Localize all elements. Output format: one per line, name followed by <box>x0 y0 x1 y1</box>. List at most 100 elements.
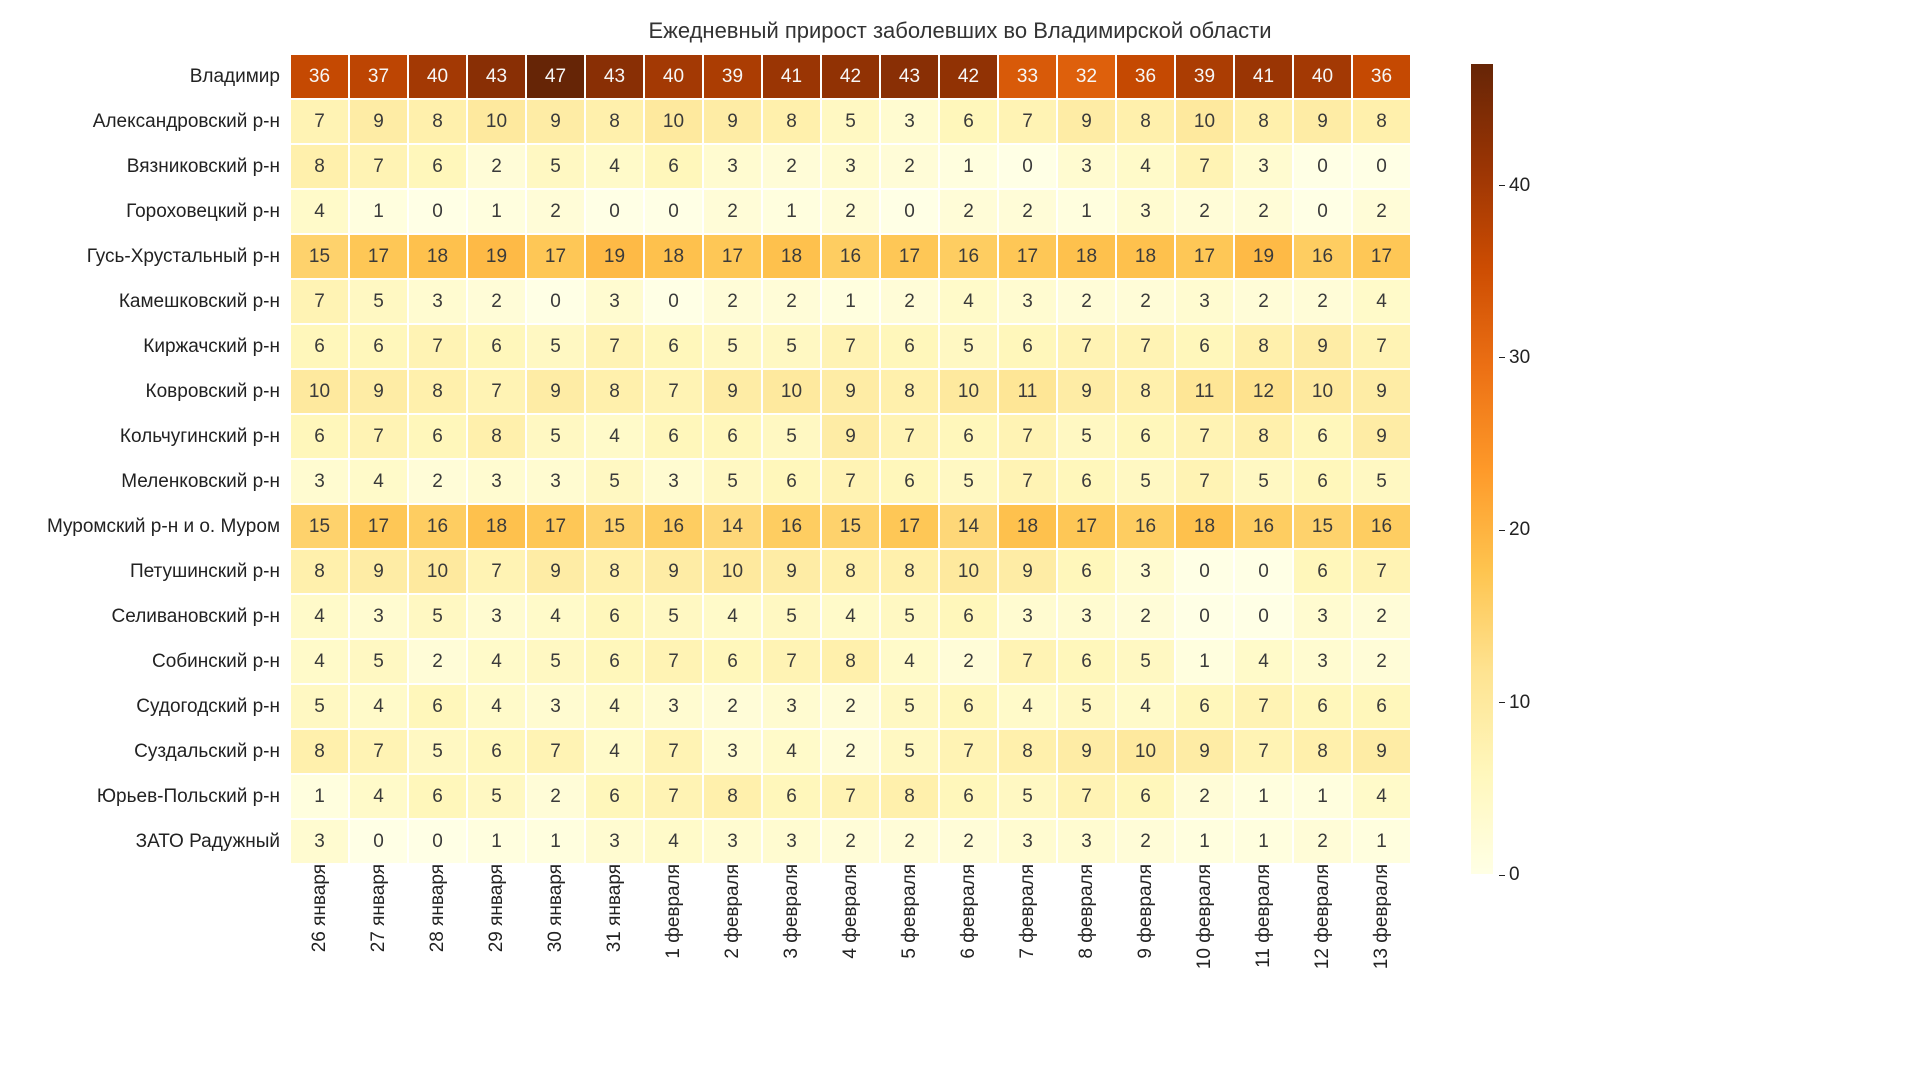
y-axis-label: Собинский р-н <box>20 639 290 684</box>
heatmap-cell: 3 <box>762 684 821 729</box>
heatmap-cell: 9 <box>526 369 585 414</box>
heatmap-cell: 3 <box>585 279 644 324</box>
heatmap-cell: 6 <box>1116 414 1175 459</box>
heatmap-cell: 7 <box>998 99 1057 144</box>
heatmap-cell: 2 <box>1352 189 1411 234</box>
heatmap-cell: 3 <box>1116 189 1175 234</box>
heatmap-cell: 41 <box>1234 54 1293 99</box>
heatmap-cell: 5 <box>939 324 998 369</box>
heatmap-cell: 5 <box>939 459 998 504</box>
heatmap-cell: 8 <box>467 414 526 459</box>
heatmap-cell: 5 <box>408 594 467 639</box>
heatmap-cell: 5 <box>1234 459 1293 504</box>
heatmap-cell: 1 <box>349 189 408 234</box>
heatmap-row: Судогодский р-н5464343232564546766 <box>20 684 1411 729</box>
heatmap-cell: 6 <box>1057 459 1116 504</box>
heatmap-cell: 6 <box>1293 459 1352 504</box>
heatmap-cell: 3 <box>762 819 821 864</box>
heatmap-cell: 16 <box>939 234 998 279</box>
heatmap-cell: 19 <box>1234 234 1293 279</box>
heatmap-cell: 18 <box>644 234 703 279</box>
x-axis-label: 3 февраля <box>762 864 821 975</box>
heatmap-cell: 4 <box>290 594 349 639</box>
heatmap-cell: 4 <box>349 774 408 819</box>
heatmap-cell: 43 <box>467 54 526 99</box>
heatmap-cell: 8 <box>1234 324 1293 369</box>
heatmap-cell: 40 <box>1293 54 1352 99</box>
heatmap-cell: 5 <box>703 324 762 369</box>
heatmap-cell: 8 <box>290 549 349 594</box>
heatmap-cell: 41 <box>762 54 821 99</box>
heatmap-cell: 2 <box>1352 594 1411 639</box>
heatmap-cell: 6 <box>880 324 939 369</box>
heatmap-cell: 7 <box>939 729 998 774</box>
heatmap-cell: 2 <box>880 279 939 324</box>
x-axis-label: 31 января <box>585 864 644 975</box>
heatmap-cell: 9 <box>1057 99 1116 144</box>
heatmap-cell: 6 <box>1293 684 1352 729</box>
heatmap-row: Киржачский р-н6676576557656776897 <box>20 324 1411 369</box>
y-axis-label: Гусь-Хрустальный р-н <box>20 234 290 279</box>
heatmap-cell: 3 <box>1234 144 1293 189</box>
heatmap-cell: 15 <box>290 234 349 279</box>
x-axis-label: 10 февраля <box>1175 864 1234 975</box>
heatmap-cell: 2 <box>762 144 821 189</box>
heatmap-cell: 3 <box>644 684 703 729</box>
heatmap-cell: 33 <box>998 54 1057 99</box>
heatmap-row: Муромский р-н и о. Муром1517161817151614… <box>20 504 1411 549</box>
heatmap-cell: 7 <box>526 729 585 774</box>
heatmap-cell: 5 <box>703 459 762 504</box>
colorbar-tick: 30 <box>1499 347 1530 369</box>
heatmap-cell: 2 <box>939 189 998 234</box>
y-axis-label: Юрьев-Польский р-н <box>20 774 290 819</box>
heatmap-cell: 36 <box>1352 54 1411 99</box>
heatmap-cell: 3 <box>1057 594 1116 639</box>
heatmap-cell: 6 <box>1352 684 1411 729</box>
y-axis-label: Суздальский р-н <box>20 729 290 774</box>
heatmap-cell: 18 <box>408 234 467 279</box>
colorbar-tick: 20 <box>1499 519 1530 541</box>
heatmap-cell: 6 <box>585 774 644 819</box>
heatmap-cell: 9 <box>1057 369 1116 414</box>
x-axis-label: 30 января <box>526 864 585 975</box>
heatmap-cell: 3 <box>1057 144 1116 189</box>
x-axis-label: 4 февраля <box>821 864 880 975</box>
heatmap-cell: 7 <box>349 729 408 774</box>
heatmap-cell: 8 <box>1352 99 1411 144</box>
heatmap-cell: 32 <box>1057 54 1116 99</box>
heatmap-cell: 2 <box>998 189 1057 234</box>
heatmap-cell: 2 <box>703 684 762 729</box>
heatmap-cell: 0 <box>1234 594 1293 639</box>
heatmap-cell: 1 <box>1057 189 1116 234</box>
heatmap-cell: 8 <box>821 639 880 684</box>
heatmap-cell: 6 <box>290 414 349 459</box>
heatmap-cell: 7 <box>644 639 703 684</box>
heatmap-cell: 17 <box>1352 234 1411 279</box>
heatmap-cell: 3 <box>1116 549 1175 594</box>
heatmap-cell: 5 <box>821 99 880 144</box>
heatmap-cell: 16 <box>1234 504 1293 549</box>
heatmap-cell: 3 <box>1293 594 1352 639</box>
heatmap-cell: 10 <box>290 369 349 414</box>
heatmap-cell: 17 <box>526 234 585 279</box>
heatmap-cell: 2 <box>1234 279 1293 324</box>
heatmap-cell: 7 <box>1352 324 1411 369</box>
heatmap-cell: 9 <box>349 369 408 414</box>
heatmap-row: Александровский р-н798109810985367981089… <box>20 99 1411 144</box>
heatmap-cell: 10 <box>762 369 821 414</box>
heatmap-cell: 4 <box>644 819 703 864</box>
heatmap-cell: 10 <box>467 99 526 144</box>
x-axis-label: 2 февраля <box>703 864 762 975</box>
heatmap-cell: 9 <box>762 549 821 594</box>
x-axis-label: 12 февраля <box>1293 864 1352 975</box>
heatmap-cell: 4 <box>526 594 585 639</box>
heatmap-cell: 1 <box>467 819 526 864</box>
y-axis-label: Судогодский р-н <box>20 684 290 729</box>
heatmap-cell: 3 <box>703 729 762 774</box>
heatmap-cell: 6 <box>644 414 703 459</box>
heatmap-cell: 7 <box>349 414 408 459</box>
heatmap-cell: 6 <box>644 324 703 369</box>
heatmap-cell: 2 <box>821 729 880 774</box>
heatmap-cell: 2 <box>1234 189 1293 234</box>
heatmap-cell: 9 <box>1175 729 1234 774</box>
